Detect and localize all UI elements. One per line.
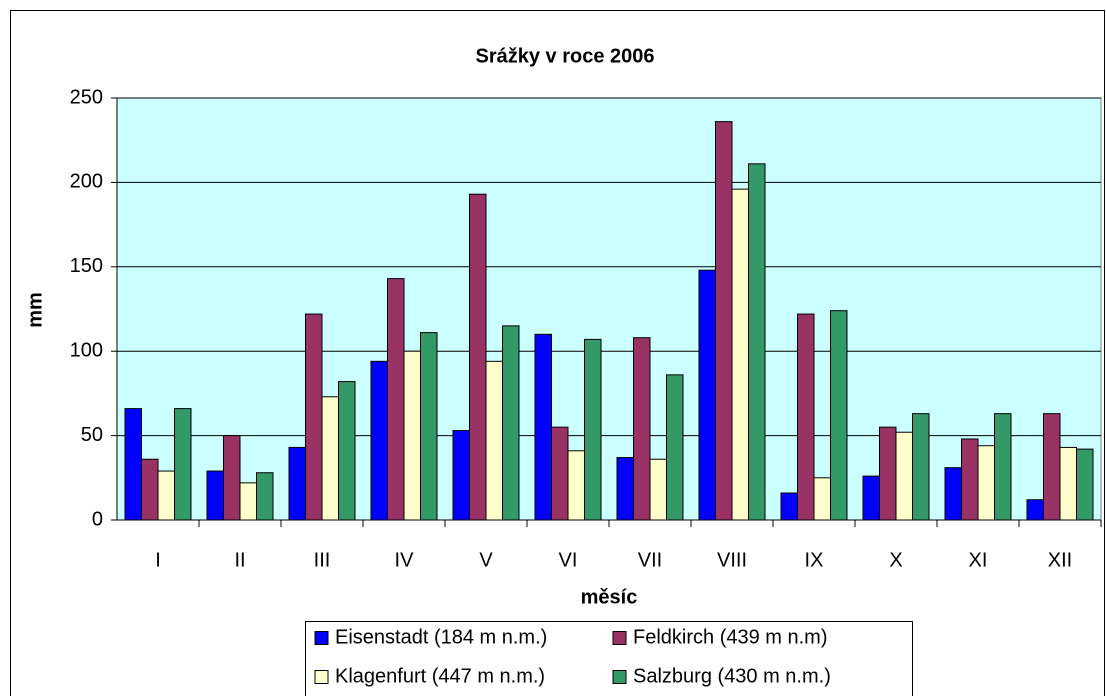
bar xyxy=(206,470,224,521)
bar xyxy=(321,396,339,521)
bar xyxy=(1076,448,1094,521)
legend-box xyxy=(305,621,913,696)
x-tick-label: XI xyxy=(969,549,988,571)
chart-title: Srážky v roce 2006 xyxy=(475,45,654,67)
bar xyxy=(567,450,585,521)
legend-label: Feldkirch (439 m n.m) xyxy=(633,626,828,648)
x-tick-label: X xyxy=(889,549,902,571)
bar xyxy=(239,482,257,521)
bar xyxy=(157,470,175,521)
y-tick-label: 0 xyxy=(92,508,103,530)
bar xyxy=(223,435,241,521)
bar xyxy=(338,381,356,521)
bar xyxy=(141,458,159,521)
bar xyxy=(502,325,520,521)
y-tick-label: 150 xyxy=(70,255,103,277)
bar xyxy=(780,492,798,521)
bar xyxy=(813,477,831,521)
bar xyxy=(649,458,667,521)
bar xyxy=(666,374,684,521)
bar xyxy=(420,332,438,521)
bar xyxy=(256,472,274,521)
x-tick-label: XII xyxy=(1048,549,1072,571)
y-axis-label: mm xyxy=(24,292,46,328)
bar xyxy=(534,333,552,521)
bar xyxy=(895,431,913,521)
bar xyxy=(305,313,323,521)
bar xyxy=(748,163,766,521)
bar xyxy=(862,475,880,521)
bar xyxy=(912,413,930,521)
bar xyxy=(961,438,979,521)
bar xyxy=(797,313,815,521)
bar xyxy=(124,408,142,521)
legend-swatch xyxy=(612,670,627,684)
legend-label: Eisenstadt (184 m n.m.) xyxy=(335,626,547,648)
x-tick-label: V xyxy=(479,549,493,571)
bar xyxy=(1059,446,1077,521)
x-tick-label: I xyxy=(155,549,161,571)
bar xyxy=(288,446,306,521)
y-tick-label: 200 xyxy=(70,171,103,193)
bar xyxy=(879,426,897,521)
bar xyxy=(485,360,503,521)
bar xyxy=(977,445,995,521)
bar xyxy=(387,278,405,521)
legend-label: Salzburg (430 m n.m.) xyxy=(633,665,831,687)
x-tick-label: VIII xyxy=(717,549,747,571)
legend-label: Klagenfurt (447 m n.m.) xyxy=(335,665,545,687)
x-tick-label: IV xyxy=(395,549,415,571)
y-tick-label: 250 xyxy=(70,86,103,108)
x-tick-label: VI xyxy=(559,549,578,571)
legend-swatch xyxy=(612,631,627,645)
bar xyxy=(944,467,962,521)
bar xyxy=(1043,413,1061,521)
bar xyxy=(370,360,388,521)
bar xyxy=(715,121,733,521)
x-tick-label: II xyxy=(234,549,245,571)
plot-area xyxy=(116,97,1102,521)
bar xyxy=(633,337,651,521)
legend-swatch xyxy=(314,670,329,684)
bar xyxy=(698,269,716,521)
bar xyxy=(1026,499,1044,521)
bar xyxy=(469,193,487,521)
x-tick-label: IX xyxy=(805,549,824,571)
bar xyxy=(731,188,749,521)
bar xyxy=(584,338,602,521)
x-tick-label: III xyxy=(314,549,331,571)
y-tick-label: 50 xyxy=(81,424,103,446)
bar xyxy=(994,413,1012,521)
bar xyxy=(403,350,421,521)
legend-swatch xyxy=(314,631,329,645)
x-tick-label: VII xyxy=(638,549,662,571)
bar xyxy=(551,426,569,521)
bar xyxy=(452,430,470,521)
x-axis-label: měsíc xyxy=(581,586,638,608)
bar xyxy=(174,408,192,521)
y-tick-label: 100 xyxy=(70,339,103,361)
bar xyxy=(830,310,848,521)
bar xyxy=(616,457,634,521)
